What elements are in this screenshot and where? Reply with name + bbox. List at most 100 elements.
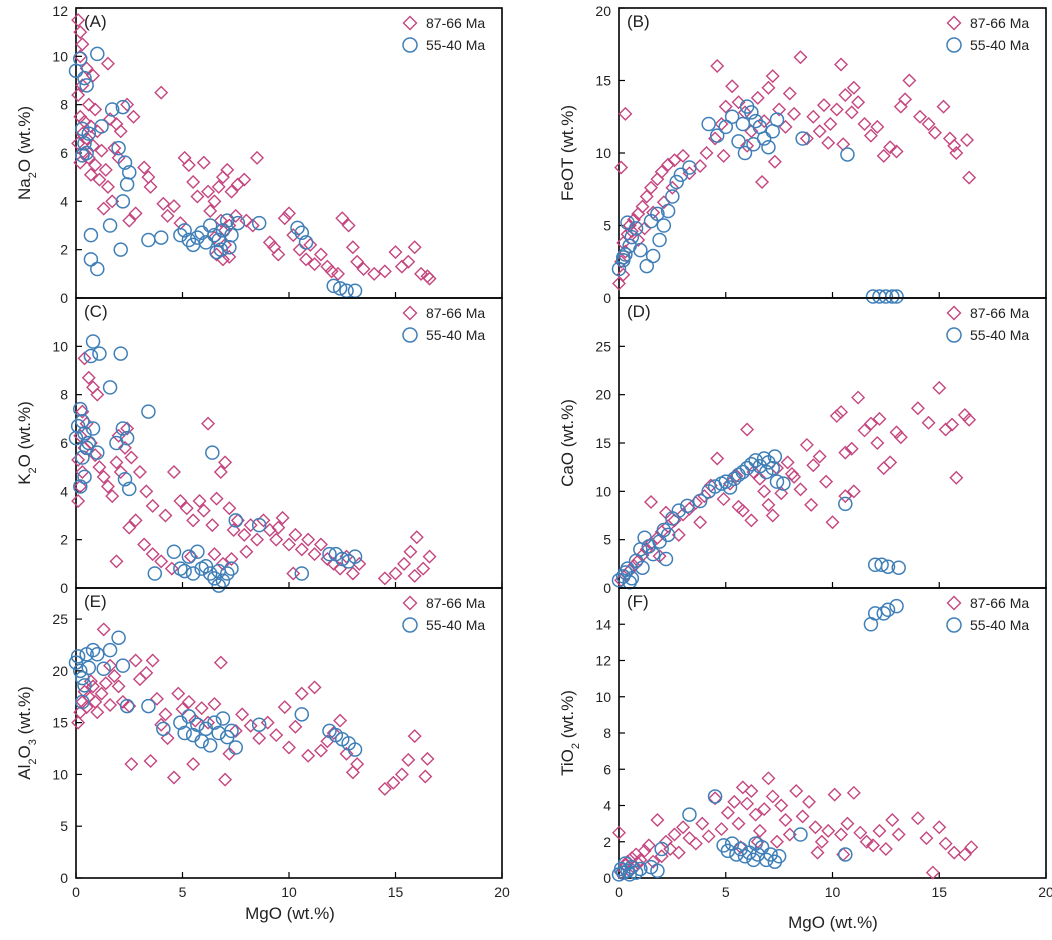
data-point-87-66 bbox=[663, 842, 678, 856]
data-point-87-66 bbox=[740, 138, 755, 153]
data-point-87-66 bbox=[367, 266, 382, 281]
data-point-87-66 bbox=[688, 836, 703, 851]
data-point-55-40 bbox=[194, 734, 209, 749]
data-point-55-40 bbox=[633, 242, 648, 258]
data-point-55-40 bbox=[102, 218, 118, 233]
data-point-87-66 bbox=[326, 726, 341, 740]
legend: 87-66 Ma 55-40 Ma bbox=[946, 305, 1029, 343]
data-point-87-66 bbox=[932, 380, 947, 395]
data-point-87-66 bbox=[401, 254, 416, 269]
data-point-87-66 bbox=[224, 184, 239, 199]
data-point-87-66 bbox=[394, 259, 409, 274]
data-point-87-66 bbox=[676, 820, 691, 835]
y-axis-title: Na2O (wt.%) bbox=[15, 106, 39, 200]
data-point-55-40 bbox=[756, 451, 772, 466]
legend-diamond-icon bbox=[402, 15, 418, 31]
data-point-87-66 bbox=[646, 854, 661, 869]
data-point-87-66 bbox=[925, 865, 940, 880]
data-point-87-66 bbox=[128, 513, 143, 528]
y-tick-label: 0 bbox=[603, 870, 611, 886]
data-point-87-66 bbox=[898, 92, 913, 107]
data-point-87-66 bbox=[128, 206, 143, 221]
data-point-55-40 bbox=[122, 481, 137, 497]
legend-label: 87-66 Ma bbox=[426, 15, 485, 31]
data-point-55-40 bbox=[795, 131, 810, 146]
data-point-87-66 bbox=[71, 88, 86, 102]
data-point-55-40 bbox=[111, 140, 126, 156]
y-tick-label: 8 bbox=[60, 97, 68, 113]
data-point-87-66 bbox=[288, 719, 303, 734]
data-point-55-40 bbox=[290, 220, 305, 236]
panel-label: (E) bbox=[84, 592, 107, 611]
y-tick-label: 10 bbox=[52, 338, 68, 354]
data-point-87-66 bbox=[239, 213, 254, 228]
data-point-87-66 bbox=[333, 713, 348, 728]
data-point-87-66 bbox=[812, 449, 827, 464]
data-point-87-66 bbox=[222, 746, 237, 761]
data-point-87-66 bbox=[693, 159, 708, 174]
data-point-55-40 bbox=[181, 232, 197, 248]
data-point-55-40 bbox=[326, 278, 341, 294]
data-point-87-66 bbox=[885, 813, 900, 827]
data-point-87-66 bbox=[156, 196, 171, 211]
data-point-55-40 bbox=[660, 527, 676, 543]
data-point-55-40 bbox=[190, 230, 205, 245]
data-point-55-40 bbox=[224, 561, 239, 576]
data-points bbox=[611, 380, 977, 590]
data-point-87-66 bbox=[222, 501, 237, 516]
data-point-87-66 bbox=[802, 794, 817, 809]
data-points bbox=[611, 50, 977, 304]
data-point-87-66 bbox=[324, 264, 339, 279]
data-point-87-66 bbox=[844, 105, 859, 120]
data-point-55-40 bbox=[867, 606, 883, 621]
data-point-55-40 bbox=[637, 530, 652, 545]
data-point-87-66 bbox=[748, 807, 763, 822]
data-point-55-40 bbox=[177, 563, 192, 579]
data-point-87-66 bbox=[921, 415, 936, 430]
data-point-87-66 bbox=[682, 831, 697, 846]
data-point-87-66 bbox=[303, 237, 318, 252]
data-point-87-66 bbox=[218, 772, 233, 787]
data-point-87-66 bbox=[98, 676, 113, 691]
y-tick-label: 10 bbox=[595, 145, 611, 161]
data-point-87-66 bbox=[345, 240, 360, 255]
data-point-87-66 bbox=[215, 556, 230, 571]
data-point-87-66 bbox=[750, 90, 765, 105]
data-point-87-66 bbox=[637, 843, 652, 858]
data-point-87-66 bbox=[936, 99, 951, 114]
data-point-55-40 bbox=[680, 498, 695, 514]
data-point-87-66 bbox=[100, 56, 115, 71]
data-point-55-40 bbox=[104, 102, 120, 117]
data-point-87-66 bbox=[192, 494, 207, 508]
data-point-87-66 bbox=[226, 523, 241, 537]
data-point-87-66 bbox=[618, 106, 633, 121]
data-point-55-40 bbox=[141, 404, 156, 419]
data-point-87-66 bbox=[838, 489, 853, 504]
data-point-55-40 bbox=[737, 849, 753, 864]
data-point-55-40 bbox=[624, 571, 640, 586]
data-point-87-66 bbox=[128, 653, 143, 668]
data-point-87-66 bbox=[335, 211, 350, 226]
data-point-87-66 bbox=[243, 518, 258, 533]
data-point-87-66 bbox=[260, 715, 275, 730]
data-point-87-66 bbox=[765, 789, 780, 804]
data-point-55-40 bbox=[119, 698, 135, 714]
data-point-87-66 bbox=[422, 271, 437, 286]
data-point-55-40 bbox=[230, 215, 246, 231]
data-point-87-66 bbox=[271, 247, 286, 262]
data-point-87-66 bbox=[962, 170, 977, 185]
y-tick-label: 0 bbox=[603, 290, 611, 306]
data-point-87-66 bbox=[228, 723, 243, 738]
data-point-87-66 bbox=[883, 455, 898, 470]
data-point-87-66 bbox=[166, 465, 181, 479]
data-point-87-66 bbox=[158, 707, 173, 722]
data-point-87-66 bbox=[889, 144, 904, 159]
data-point-55-40 bbox=[748, 836, 763, 851]
legend: 87-66 Ma 55-40 Ma bbox=[402, 15, 485, 53]
data-point-55-40 bbox=[228, 740, 243, 755]
data-point-87-66 bbox=[145, 498, 160, 513]
data-point-87-66 bbox=[416, 561, 431, 576]
data-point-87-66 bbox=[641, 838, 656, 853]
data-point-87-66 bbox=[654, 164, 669, 179]
data-point-87-66 bbox=[902, 73, 917, 88]
